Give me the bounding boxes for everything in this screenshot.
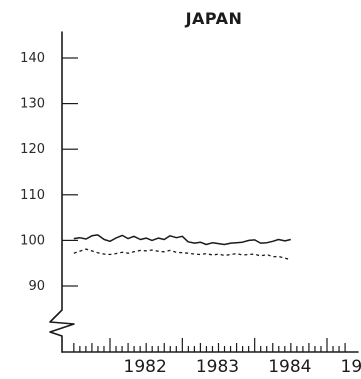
y-tick-label: 120 — [20, 142, 45, 157]
series-dashed-line — [73, 248, 291, 261]
x-axis: 1982 1983 1984 1985 — [61, 338, 361, 377]
y-tick-label: 130 — [20, 97, 45, 112]
series-layer — [73, 234, 291, 261]
x-tick-label: 1982 — [124, 357, 167, 377]
chart-title: JAPAN — [185, 9, 243, 28]
y-tick-label: 100 — [20, 233, 45, 248]
y-tick-label: 90 — [28, 279, 45, 294]
x-tick-label: 1985 — [341, 357, 361, 377]
x-tick-label: 1983 — [196, 357, 239, 377]
y-axis: 90 100 110 120 130 140 — [20, 31, 78, 353]
y-axis-line — [49, 31, 75, 353]
y-tick-label: 110 — [20, 188, 45, 203]
series-solid-line — [73, 234, 291, 246]
x-tick-label: 1984 — [268, 357, 311, 377]
y-tick-label: 140 — [20, 51, 45, 66]
